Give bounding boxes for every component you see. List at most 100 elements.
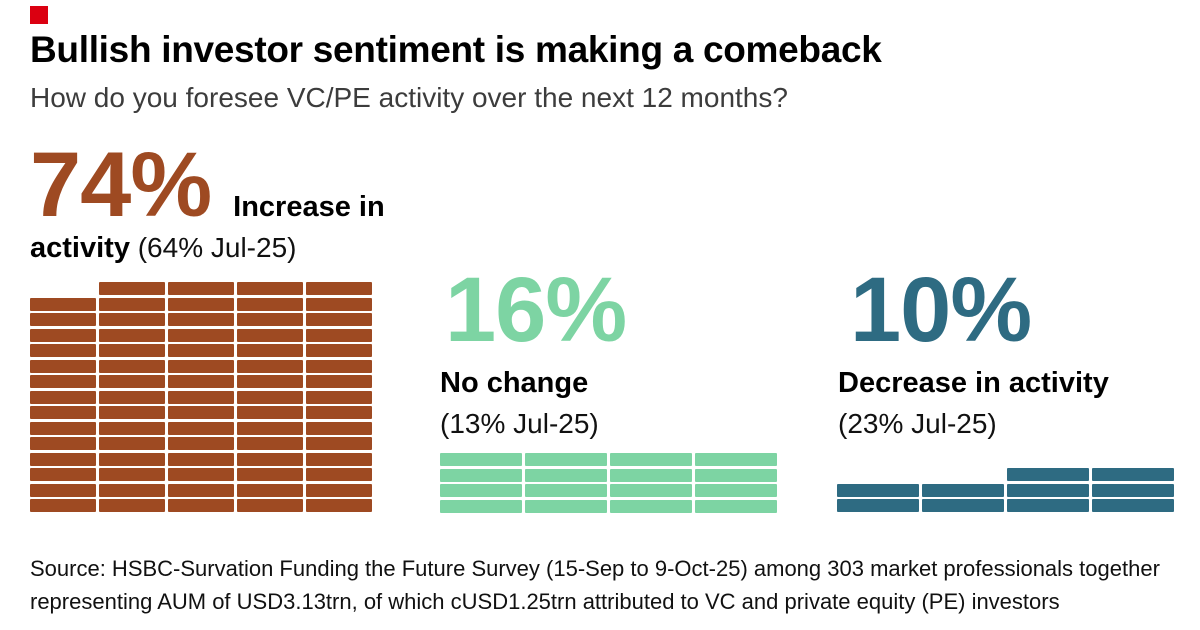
waffle-brick bbox=[30, 499, 96, 512]
waffle-brick bbox=[99, 421, 165, 435]
waffle-brick bbox=[99, 375, 165, 388]
waffle-brick bbox=[99, 359, 165, 373]
page-title: Bullish investor sentiment is making a c… bbox=[30, 29, 882, 70]
waffle-brick bbox=[99, 499, 165, 512]
stat-group-increase: 74% Increase in activity (64% Jul-25) bbox=[30, 139, 430, 265]
waffle-brick bbox=[440, 484, 522, 497]
waffle-brick bbox=[306, 499, 372, 512]
waffle-brick bbox=[306, 344, 372, 357]
waffle-brick bbox=[99, 344, 165, 357]
waffle-brick bbox=[237, 468, 303, 481]
waffle-brick bbox=[1092, 468, 1174, 481]
waffle-brick bbox=[837, 499, 919, 512]
waffle-brick bbox=[30, 328, 96, 342]
stat-value-no-change: 16% bbox=[445, 259, 627, 361]
waffle-brick bbox=[168, 483, 234, 497]
waffle-brick bbox=[610, 484, 692, 497]
waffle-brick bbox=[99, 452, 165, 466]
waffle-brick bbox=[99, 406, 165, 419]
waffle-brick bbox=[30, 406, 96, 419]
waffle-brick bbox=[922, 499, 1004, 512]
waffle-brick bbox=[306, 375, 372, 388]
waffle-brick bbox=[695, 453, 777, 466]
waffle-brick bbox=[695, 468, 777, 482]
stat-increase-line2: activity (64% Jul-25) bbox=[30, 231, 430, 265]
waffle-brick bbox=[237, 406, 303, 419]
waffle-brick bbox=[1092, 499, 1174, 512]
waffle-brick bbox=[1007, 468, 1089, 481]
stat-value-decrease: 10% bbox=[850, 259, 1032, 361]
waffle-brick bbox=[610, 499, 692, 513]
waffle-brick bbox=[306, 313, 372, 326]
waffle-brick bbox=[306, 328, 372, 342]
waffle-brick bbox=[99, 483, 165, 497]
waffle-brick bbox=[30, 297, 96, 311]
waffle-brick bbox=[237, 297, 303, 311]
waffle-brick bbox=[168, 375, 234, 388]
waffle-brick bbox=[306, 468, 372, 481]
waffle-brick bbox=[440, 453, 522, 466]
waffle-brick bbox=[168, 359, 234, 373]
waffle-brick bbox=[525, 484, 607, 497]
waffle-brick bbox=[30, 344, 96, 357]
waffle-brick bbox=[168, 313, 234, 326]
waffle-brick bbox=[30, 437, 96, 450]
waffle-brick bbox=[99, 437, 165, 450]
waffle-brick bbox=[237, 421, 303, 435]
waffle-brick bbox=[440, 468, 522, 482]
waffle-brick bbox=[922, 483, 1004, 497]
waffle-brick bbox=[1007, 499, 1089, 512]
waffle-brick bbox=[168, 328, 234, 342]
waffle-brick bbox=[237, 483, 303, 497]
stat-note-increase: (64% Jul-25) bbox=[137, 232, 297, 263]
waffle-brick bbox=[525, 499, 607, 513]
waffle-brick bbox=[237, 282, 303, 295]
waffle-brick bbox=[695, 484, 777, 497]
stat-label-increase-line2: activity bbox=[30, 232, 130, 264]
waffle-brick bbox=[168, 297, 234, 311]
waffle-brick bbox=[306, 390, 372, 404]
waffle-brick bbox=[168, 499, 234, 512]
waffle-brick bbox=[99, 468, 165, 481]
source-note: Source: HSBC-Survation Funding the Futur… bbox=[30, 552, 1175, 618]
waffle-brick bbox=[695, 499, 777, 513]
waffle-brick bbox=[30, 375, 96, 388]
waffle-brick bbox=[306, 483, 372, 497]
waffle-brick bbox=[237, 359, 303, 373]
hsbc-red-square-logo-mark bbox=[30, 6, 48, 24]
waffle-brick bbox=[306, 359, 372, 373]
waffle-brick bbox=[168, 421, 234, 435]
waffle-brick bbox=[168, 406, 234, 419]
waffle-brick bbox=[610, 468, 692, 482]
stat-note-no-change: (13% Jul-25) bbox=[440, 408, 599, 439]
waffle-brick bbox=[440, 499, 522, 513]
waffle-brick bbox=[30, 483, 96, 497]
waffle-brick bbox=[99, 282, 165, 295]
stat-note-decrease: (23% Jul-25) bbox=[838, 408, 997, 439]
waffle-brick bbox=[306, 297, 372, 311]
stat-label-increase-line1: Increase in bbox=[233, 191, 385, 223]
waffle-brick bbox=[306, 282, 372, 295]
waffle-brick bbox=[99, 328, 165, 342]
waffle-brick bbox=[237, 437, 303, 450]
waffle-brick bbox=[306, 421, 372, 435]
stat-increase-line1: 74% Increase in bbox=[30, 139, 430, 231]
waffle-brick bbox=[525, 468, 607, 482]
waffle-brick bbox=[237, 499, 303, 512]
waffle-brick bbox=[30, 359, 96, 373]
waffle-brick bbox=[168, 390, 234, 404]
stat-label-no-change: No change bbox=[440, 367, 589, 399]
waffle-brick bbox=[306, 406, 372, 419]
waffle-brick bbox=[237, 390, 303, 404]
waffle-brick bbox=[99, 297, 165, 311]
page-subtitle: How do you foresee VC/PE activity over t… bbox=[30, 82, 788, 113]
waffle-brick bbox=[168, 344, 234, 357]
waffle-brick bbox=[168, 437, 234, 450]
waffle-chart-decrease bbox=[837, 468, 1174, 512]
waffle-brick bbox=[99, 390, 165, 404]
waffle-brick bbox=[306, 437, 372, 450]
source-note-line2: representing AUM of USD3.13trn, of which… bbox=[30, 589, 1060, 614]
waffle-brick bbox=[837, 483, 919, 497]
waffle-brick bbox=[610, 453, 692, 466]
